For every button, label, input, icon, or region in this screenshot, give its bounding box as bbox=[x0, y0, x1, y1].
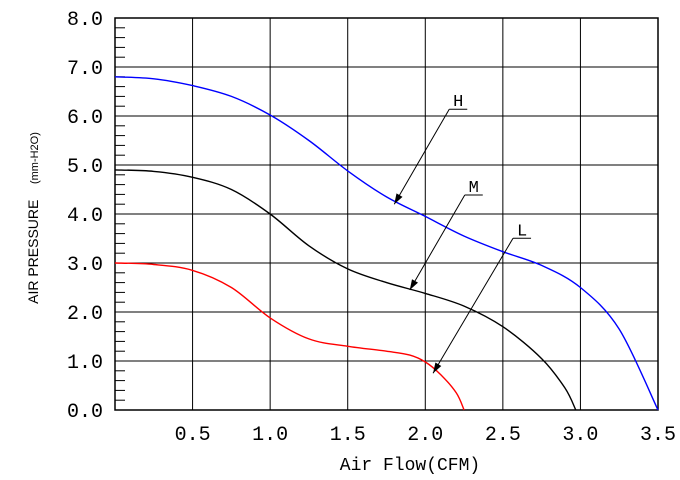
y-tick-label: 8.0 bbox=[67, 9, 103, 32]
annotation-leader-l bbox=[432, 237, 514, 374]
x-tick-labels: 0.5 1.0 1.5 2.0 2.5 3.0 3.5 bbox=[175, 424, 676, 447]
annotation-leader-m bbox=[409, 194, 466, 291]
y-axis-title-main: AIR PRESSURE bbox=[25, 200, 41, 304]
y-tick-label: 6.0 bbox=[67, 107, 103, 130]
grid bbox=[115, 17, 659, 411]
y-tick-label: 7.0 bbox=[67, 58, 103, 81]
y-tick-label: 2.0 bbox=[67, 303, 103, 326]
series-annotations: H M L bbox=[393, 93, 532, 374]
x-tick-label: 1.0 bbox=[252, 424, 288, 447]
x-tick-label: 3.5 bbox=[640, 424, 676, 447]
annotation-leader-h bbox=[393, 108, 450, 205]
series-line-h bbox=[114, 76, 659, 411]
x-axis-title: Air Flow(CFM) bbox=[340, 456, 480, 476]
x-tick-label: 1.5 bbox=[330, 424, 366, 447]
y-tick-labels: 0.0 1.0 2.0 3.0 4.0 5.0 6.0 7.0 8.0 bbox=[67, 9, 103, 424]
x-tick-label: 2.0 bbox=[407, 424, 443, 447]
y-axis-title-unit: (mm-H2O) bbox=[29, 132, 41, 184]
annotation-label-h: H bbox=[453, 93, 463, 112]
y-tick-label: 5.0 bbox=[67, 156, 103, 179]
annotation-arrowhead bbox=[409, 279, 418, 290]
x-tick-label: 0.5 bbox=[175, 424, 211, 447]
y-tick-label: 3.0 bbox=[67, 254, 103, 277]
x-tick-label: 3.0 bbox=[562, 424, 598, 447]
x-tick-label: 2.5 bbox=[485, 424, 521, 447]
annotation-label-l: L bbox=[517, 222, 527, 241]
series-lines bbox=[114, 76, 659, 411]
annotation-arrowhead bbox=[433, 362, 442, 374]
annotation-label-m: M bbox=[469, 179, 479, 198]
annotation-arrowhead bbox=[394, 193, 403, 205]
series-line-m bbox=[114, 169, 577, 411]
y-tick-label: 4.0 bbox=[67, 205, 103, 228]
plot-frame bbox=[114, 17, 659, 411]
y-tick-label: 1.0 bbox=[67, 352, 103, 375]
series-line-l bbox=[114, 262, 465, 411]
y-tick-label: 0.0 bbox=[67, 401, 103, 424]
y-axis-title: AIR PRESSURE (mm-H2O) bbox=[25, 132, 43, 304]
